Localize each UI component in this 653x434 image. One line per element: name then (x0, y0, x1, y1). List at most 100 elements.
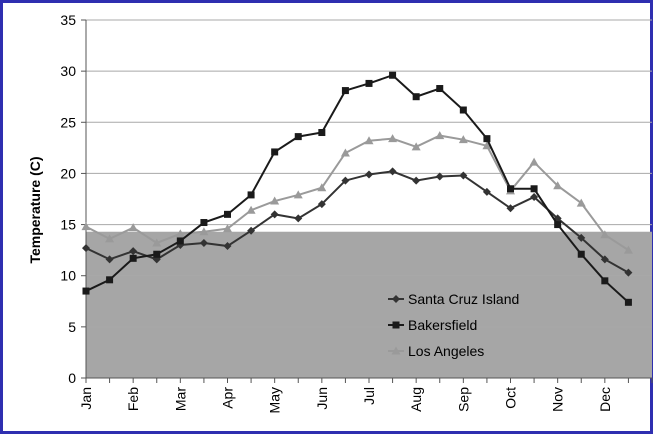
data-point-santa-cruz-island (600, 255, 609, 264)
data-point-santa-cruz-island (577, 233, 586, 242)
data-point-bakersfield (271, 148, 279, 156)
data-point-santa-cruz-island (506, 204, 515, 213)
series-line-los-angeles (85, 134, 629, 251)
data-point-bakersfield (129, 254, 137, 262)
legend-swatch-marker (392, 295, 400, 303)
x-tick-label: Jan (78, 387, 94, 410)
x-tick-label: Jun (314, 387, 330, 410)
data-point-santa-cruz-island (435, 172, 444, 181)
data-point-los-angeles (553, 181, 563, 190)
data-point-santa-cruz-island (129, 247, 138, 256)
y-tick-label: 20 (60, 165, 76, 181)
data-point-bakersfield (577, 250, 585, 258)
data-point-santa-cruz-island (199, 238, 208, 247)
data-point-bakersfield (483, 135, 491, 143)
data-point-bakersfield (507, 185, 514, 193)
data-point-bakersfield (341, 87, 349, 95)
data-point-santa-cruz-island (530, 192, 539, 201)
data-point-bakersfield (412, 93, 420, 101)
legend-item-bakersfield: Bakersfield (388, 317, 477, 333)
data-point-los-angeles (246, 205, 256, 214)
legend: Santa Cruz Island Bakersfield Los Angeles (388, 291, 519, 359)
series-santa-cruz-island (82, 167, 633, 277)
data-point-bakersfield (459, 106, 467, 114)
y-tick-label: 15 (60, 217, 76, 233)
data-point-santa-cruz-island (247, 226, 256, 235)
data-point-santa-cruz-island (365, 170, 373, 179)
data-point-los-angeles (317, 183, 327, 192)
data-point-los-angeles (199, 227, 209, 236)
x-axis: Jan Feb Mar Apr May Jun Jul Aug Sep Oct Nov Dec (78, 377, 653, 413)
data-point-los-angeles (576, 198, 586, 207)
data-point-los-angeles (411, 142, 421, 151)
y-tick-label: 35 (60, 12, 76, 28)
data-point-los-angeles (128, 223, 138, 232)
data-point-santa-cruz-island (388, 167, 397, 176)
legend-item-santa-cruz-island: Santa Cruz Island (388, 291, 519, 307)
data-point-santa-cruz-island (482, 187, 491, 196)
series-line-santa-cruz-island (85, 170, 629, 274)
data-point-bakersfield (436, 85, 444, 93)
y-tick-label: 10 (60, 268, 76, 284)
legend-swatch-marker (391, 346, 401, 355)
data-point-bakersfield (318, 129, 326, 137)
data-point-bakersfield (200, 219, 208, 227)
data-point-los-angeles (152, 238, 162, 247)
data-point-bakersfield (176, 237, 184, 245)
data-point-bakersfield (365, 79, 373, 87)
data-point-los-angeles (105, 234, 115, 243)
data-point-santa-cruz-island (341, 176, 350, 185)
data-point-los-angeles (388, 134, 398, 143)
data-point-los-angeles (600, 230, 610, 239)
data-point-santa-cruz-island (270, 210, 279, 219)
gridlines (86, 19, 652, 328)
data-point-bakersfield (554, 221, 562, 229)
data-point-santa-cruz-island (459, 171, 468, 180)
x-tick-label: Oct (503, 387, 519, 409)
data-point-bakersfield (224, 210, 231, 218)
series-bakersfield (82, 71, 632, 306)
data-point-bakersfield (106, 276, 114, 284)
data-point-bakersfield (530, 185, 538, 193)
data-point-los-angeles (458, 135, 468, 144)
data-point-los-angeles (340, 148, 350, 157)
x-tick-label: Mar (172, 387, 188, 411)
y-tick-label: 30 (60, 63, 76, 79)
series-group (81, 71, 633, 306)
legend-label: Santa Cruz Island (408, 291, 519, 307)
y-tick-label: 5 (68, 319, 76, 335)
y-axis: 0 5 10 15 20 25 30 35 (60, 12, 87, 386)
data-point-los-angeles (623, 245, 633, 254)
data-point-santa-cruz-island (317, 200, 326, 209)
x-tick-label: Feb (125, 387, 141, 411)
data-point-los-angeles (270, 196, 280, 205)
data-point-bakersfield (601, 277, 609, 285)
y-tick-label: 25 (60, 114, 76, 130)
x-tick-label: Jul (361, 387, 377, 405)
data-point-bakersfield (82, 287, 90, 295)
legend-item-los-angeles: Los Angeles (388, 343, 484, 359)
data-point-santa-cruz-island (412, 176, 421, 185)
data-point-bakersfield (389, 71, 397, 79)
data-point-santa-cruz-island (82, 244, 90, 253)
data-point-bakersfield (624, 298, 632, 306)
data-point-los-angeles (435, 131, 445, 140)
x-tick-label: Apr (220, 387, 236, 409)
y-tick-label: 0 (68, 370, 76, 386)
data-point-los-angeles (482, 141, 492, 150)
data-point-santa-cruz-island (223, 242, 232, 251)
x-tick-label: Nov (550, 387, 566, 412)
y-axis-label: Temperature (C) (27, 156, 43, 263)
data-point-bakersfield (247, 191, 255, 199)
legend-label: Bakersfield (408, 317, 477, 333)
data-point-santa-cruz-island (105, 255, 114, 264)
data-point-santa-cruz-island (624, 268, 633, 277)
x-tick-label: Sep (455, 387, 471, 412)
x-tick-label: May (267, 387, 283, 413)
data-point-santa-cruz-island (294, 214, 303, 223)
legend-label: Los Angeles (408, 343, 484, 359)
legend-swatch-marker (392, 321, 400, 329)
x-tick-label: Dec (597, 387, 613, 412)
series-line-bakersfield (85, 74, 630, 304)
